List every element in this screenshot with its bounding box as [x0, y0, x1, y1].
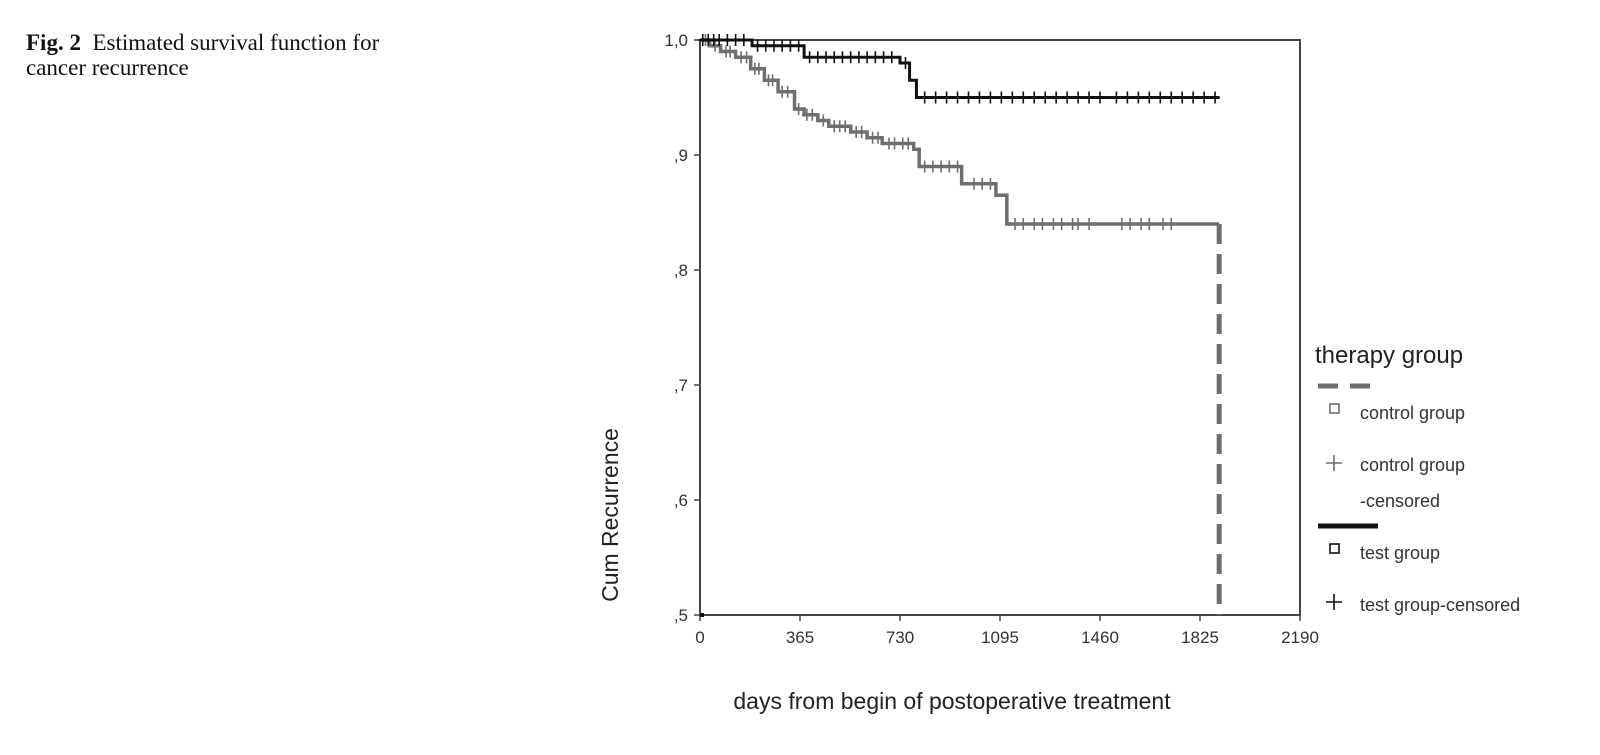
control-censored-mark	[903, 137, 914, 150]
control-censored-mark	[952, 160, 963, 173]
test-censored-mark	[985, 91, 996, 104]
test-censored-mark	[1029, 91, 1040, 104]
test-censored-mark	[1133, 91, 1144, 104]
y-tick-label: ,5	[674, 606, 688, 625]
test-censored-mark	[1051, 91, 1062, 104]
test-censored-mark	[996, 91, 1007, 104]
control-censored-mark	[873, 131, 884, 144]
series-layer	[697, 34, 1222, 617]
figure-caption: Fig. 2 Estimated survival function for c…	[26, 30, 386, 80]
control-censored-mark	[725, 45, 736, 58]
x-tick-label: 365	[786, 628, 814, 647]
figure-caption-text: Estimated survival function for cancer r…	[26, 30, 380, 80]
x-tick-label: 730	[886, 628, 914, 647]
y-tick-label: ,8	[674, 261, 688, 280]
legend-test-censored-label: test group-censored	[1360, 595, 1520, 615]
test-censored-mark	[793, 39, 804, 52]
legend-control-censored-marker	[1326, 455, 1342, 471]
control-censored-mark	[840, 120, 851, 133]
y-tick-label: ,6	[674, 491, 688, 510]
test-censored-mark	[963, 91, 974, 104]
test-censored-mark	[919, 91, 930, 104]
test-censored-mark	[1122, 91, 1133, 104]
test-censored-mark	[1040, 91, 1051, 104]
test-censored-mark	[1210, 91, 1221, 104]
x-tick-label: 1460	[1081, 628, 1119, 647]
control-censored-mark	[1018, 218, 1029, 230]
test-survival-line	[700, 38, 1220, 99]
y-tick-label: ,9	[674, 146, 688, 165]
test-censored-mark	[1177, 91, 1188, 104]
figure-label: Fig. 2	[26, 30, 81, 55]
control-censored-mark	[1073, 218, 1084, 230]
legend-title: therapy group	[1315, 342, 1463, 369]
legend-test-marker	[1329, 543, 1340, 554]
x-tick-label: 2190	[1281, 628, 1319, 647]
y-axis-title: Cum Recurrence	[597, 428, 623, 602]
control-censored-mark	[818, 114, 829, 127]
test-censored-mark	[1199, 91, 1210, 104]
test-censored-mark	[738, 34, 749, 46]
x-tick-label: 1825	[1181, 628, 1219, 647]
y-axis-ticks: ,5 ,6 ,7 ,8 ,9 1,0	[664, 31, 700, 625]
legend: therapy group control group control grou…	[1315, 342, 1520, 615]
test-series	[697, 34, 1221, 104]
control-censored-mark	[1125, 218, 1136, 230]
y-tick-label: 1,0	[664, 31, 688, 50]
control-censored-mark	[1144, 218, 1155, 230]
control-censored-mark	[807, 108, 818, 121]
test-censored-mark	[1166, 91, 1177, 104]
legend-control-censored-label-line2: -censored	[1360, 491, 1440, 511]
control-censored-mark	[741, 51, 752, 64]
legend-control-marker	[1329, 403, 1340, 414]
legend-test-censored-marker	[1326, 594, 1342, 610]
control-censored-mark	[1056, 218, 1067, 230]
x-axis-title: days from begin of postoperative treatme…	[733, 688, 1171, 714]
test-censored-mark	[1111, 91, 1122, 104]
control-censored-mark	[1166, 218, 1177, 230]
test-censored-mark	[941, 91, 952, 104]
test-censored-mark	[1073, 91, 1084, 104]
control-censored-mark	[782, 85, 793, 98]
legend-test-label: test group	[1360, 543, 1440, 563]
control-survival-line	[700, 38, 1220, 226]
test-censored-mark	[1007, 91, 1018, 104]
test-censored-mark	[1018, 91, 1029, 104]
test-censored-mark	[1155, 91, 1166, 104]
x-axis-ticks: 0 365 730 1095 1460 1825 2190	[695, 615, 1319, 647]
x-tick-label: 0	[695, 628, 704, 647]
legend-control-label: control group	[1360, 403, 1465, 423]
control-censored-mark	[753, 62, 764, 75]
y-tick-label: ,7	[674, 376, 688, 395]
control-censored-mark	[985, 177, 996, 190]
control-censored-mark	[856, 126, 867, 138]
control-censored-mark	[793, 103, 804, 115]
test-censored-mark	[974, 91, 985, 104]
control-censored-mark	[1037, 218, 1048, 230]
control-censored-mark	[767, 74, 778, 87]
legend-control-censored-label: control group	[1360, 455, 1465, 475]
test-censored-mark	[1084, 91, 1095, 104]
test-censored-mark	[886, 51, 897, 64]
x-tick-label: 1095	[981, 628, 1019, 647]
test-censored-mark	[1062, 91, 1073, 104]
control-series	[700, 34, 1222, 615]
control-censored-mark	[1084, 218, 1095, 230]
test-censored-mark	[900, 57, 911, 69]
test-censored-mark	[1188, 91, 1199, 104]
test-censored-mark	[952, 91, 963, 104]
plot-frame	[699, 39, 1301, 616]
test-censored-mark	[930, 91, 941, 104]
test-censored-mark	[1144, 91, 1155, 104]
test-censored-mark	[1095, 91, 1105, 104]
